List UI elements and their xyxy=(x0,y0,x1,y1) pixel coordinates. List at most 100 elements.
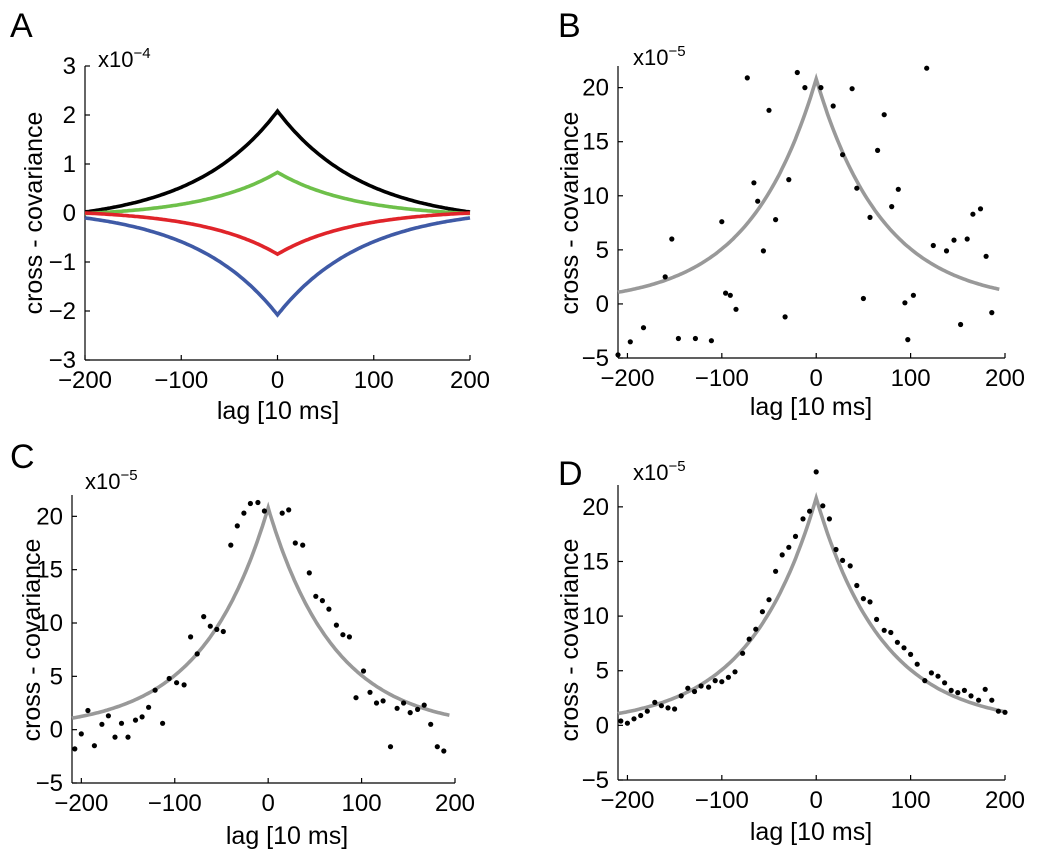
data-point xyxy=(968,693,974,699)
data-point xyxy=(901,645,907,651)
data-point xyxy=(132,717,139,723)
data-point xyxy=(867,214,873,220)
y-tick-label: −1 xyxy=(49,249,76,276)
fit-curve xyxy=(617,72,1000,294)
series-line-red xyxy=(84,211,471,257)
x-tick-label: 100 xyxy=(891,787,931,814)
data-point xyxy=(820,503,826,509)
data-point xyxy=(924,65,930,71)
data-point xyxy=(725,674,732,680)
data-point xyxy=(766,107,772,113)
y-tick-label: −3 xyxy=(49,347,76,374)
y-tick-label: 10 xyxy=(582,183,609,210)
data-point xyxy=(712,678,718,684)
data-point xyxy=(658,703,665,709)
data-point xyxy=(675,335,682,342)
data-point xyxy=(644,708,650,714)
data-point xyxy=(91,743,97,749)
data-point xyxy=(181,682,187,688)
y-tick-label: 20 xyxy=(36,503,63,530)
data-point xyxy=(928,670,935,676)
data-point xyxy=(719,679,725,685)
data-point xyxy=(800,516,806,522)
y-tick-label: 15 xyxy=(582,548,609,575)
data-point xyxy=(300,542,306,548)
data-point xyxy=(881,627,887,633)
data-point xyxy=(333,622,339,628)
data-point xyxy=(692,335,699,342)
data-point xyxy=(779,552,785,558)
data-point xyxy=(719,219,725,225)
data-point xyxy=(948,687,954,694)
data-point xyxy=(665,705,671,711)
x-tick-label: 100 xyxy=(354,367,394,394)
data-point xyxy=(247,500,253,507)
data-point xyxy=(401,700,407,706)
scale-exponent: −5 xyxy=(668,458,685,475)
y-tick-label: 10 xyxy=(36,610,63,637)
data-point xyxy=(782,314,788,320)
data-point xyxy=(867,599,873,605)
data-point xyxy=(313,593,319,599)
data-point xyxy=(888,629,894,636)
data-point xyxy=(958,321,964,328)
scale-factor: x10−5 xyxy=(633,458,686,485)
data-point xyxy=(380,698,386,704)
data-point xyxy=(292,540,298,546)
panel-b: B −200 −100 0 100 200 −5 0 5 10 15 20 lag [10 ms] cr… xyxy=(556,7,1025,421)
scale-exponent: −4 xyxy=(133,45,150,62)
y-tick-label: 3 xyxy=(63,53,76,80)
data-point xyxy=(207,623,213,629)
data-point xyxy=(353,695,359,701)
data-point xyxy=(105,713,111,719)
y-tick-label: −5 xyxy=(582,767,609,794)
data-point xyxy=(415,706,421,713)
data-point xyxy=(220,628,226,635)
x-tick-label: 200 xyxy=(985,787,1025,814)
y-tick-label: 0 xyxy=(50,717,63,744)
scale-factor: x10−4 xyxy=(98,45,151,72)
data-point xyxy=(935,673,941,679)
y-tick-label: −5 xyxy=(582,345,609,372)
scale-exponent: −5 xyxy=(668,43,685,60)
y-axis-label: cross - covariance xyxy=(556,112,584,315)
data-point xyxy=(976,697,982,703)
data-point xyxy=(139,714,145,720)
data-point xyxy=(434,744,440,750)
data-point xyxy=(989,310,995,316)
data-point xyxy=(910,292,917,298)
data-point xyxy=(802,85,808,91)
y-tick-label: −5 xyxy=(36,770,63,797)
data-point xyxy=(860,295,867,302)
fit-curve xyxy=(617,491,1006,716)
data-point xyxy=(818,85,824,91)
series-line-blue xyxy=(84,216,471,318)
data-point xyxy=(421,702,427,708)
data-point xyxy=(833,546,839,553)
data-point xyxy=(340,632,346,638)
data-point xyxy=(889,204,895,210)
data-point xyxy=(792,533,799,540)
x-tick-label: −200 xyxy=(54,790,108,817)
panel-letter-c: C xyxy=(10,438,35,476)
data-point xyxy=(786,544,792,550)
data-point xyxy=(194,651,200,657)
data-point xyxy=(241,510,247,516)
y-tick-label: 5 xyxy=(596,237,609,264)
data-point xyxy=(166,675,172,682)
data-point xyxy=(407,710,413,716)
data-point xyxy=(698,683,704,689)
data-point xyxy=(146,704,152,710)
y-axis-label: cross - covariance xyxy=(556,539,584,742)
data-point xyxy=(746,636,752,642)
data-point xyxy=(99,721,105,727)
data-point xyxy=(373,700,380,706)
y-tick-label: 5 xyxy=(50,663,63,690)
scale-factor: x10−5 xyxy=(85,467,138,494)
data-point xyxy=(652,699,658,706)
data-point xyxy=(970,211,976,217)
data-point xyxy=(201,614,207,620)
scale-exponent: −5 xyxy=(120,467,137,484)
data-point xyxy=(964,236,970,242)
